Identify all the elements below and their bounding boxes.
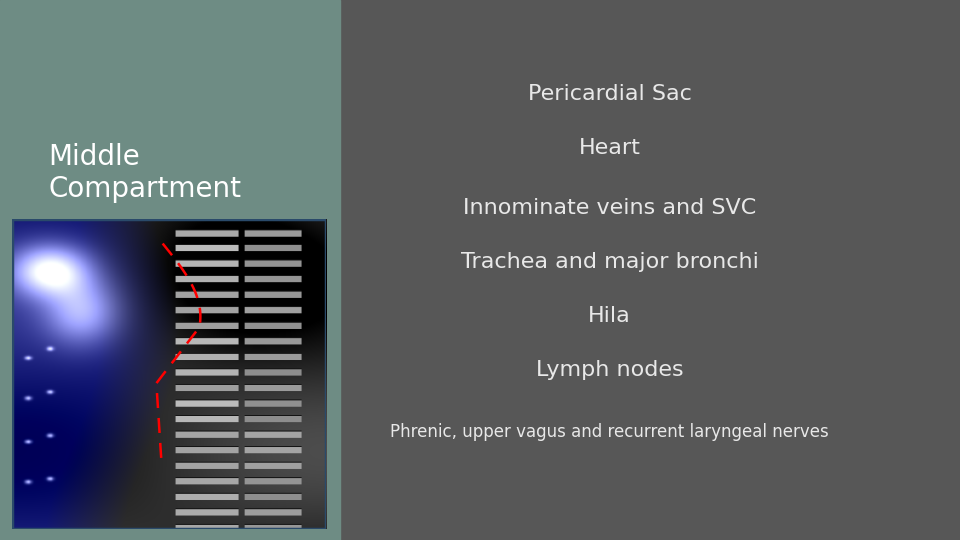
- Text: Pericardial Sac: Pericardial Sac: [528, 84, 691, 105]
- Text: Heart: Heart: [579, 138, 640, 159]
- Text: Innominate veins and SVC: Innominate veins and SVC: [463, 198, 756, 218]
- Text: Phrenic, upper vagus and recurrent laryngeal nerves: Phrenic, upper vagus and recurrent laryn…: [390, 423, 829, 441]
- Text: Lymph nodes: Lymph nodes: [536, 360, 684, 380]
- Text: Trachea and major bronchi: Trachea and major bronchi: [461, 252, 758, 272]
- Text: Middle
Compartment: Middle Compartment: [48, 143, 241, 203]
- Text: Hila: Hila: [588, 306, 631, 326]
- Bar: [0, 0, 340, 540]
